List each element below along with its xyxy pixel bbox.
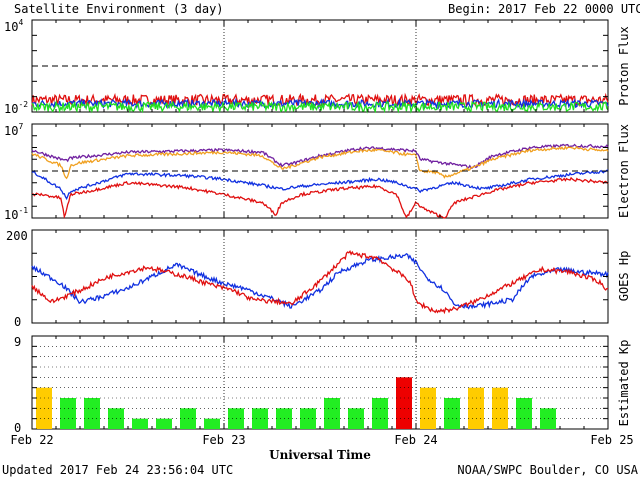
kp-bar [324, 398, 340, 429]
series-line-red [32, 176, 609, 220]
series-line-blue [31, 97, 609, 110]
hp-series-group [31, 250, 609, 315]
proton-flux-panel: 104 10-2 Proton Flux [4, 18, 631, 116]
kp-bar [84, 398, 100, 429]
series-line-blue [31, 169, 609, 201]
proton-ytick-top: 104 [4, 18, 23, 34]
electron-ytick-top: 107 [4, 122, 23, 138]
hp-ylabel: GOES Hp [617, 251, 631, 302]
begin-value: 2017 Feb 22 0000 UTC [498, 2, 640, 16]
proton-series-group [31, 92, 609, 114]
kp-bar [444, 398, 460, 429]
kp-panel: 9 0 Estimated Kp [14, 335, 631, 435]
kp-bars-group [36, 377, 556, 429]
kp-bar [60, 398, 76, 429]
kp-ylabel: Estimated Kp [617, 340, 631, 427]
kp-bar [396, 377, 412, 429]
xtick-feb24: Feb 24 [394, 433, 437, 447]
proton-ytick-bottom: 10-2 [4, 100, 28, 116]
figure-title: Satellite Environment (3 day) [14, 2, 224, 16]
series-line-red [31, 250, 609, 315]
kp-bar [204, 418, 220, 429]
xtick-feb23: Feb 23 [202, 433, 245, 447]
credit-text: NOAA/SWPC Boulder, CO USA [457, 463, 638, 477]
kp-bar [372, 398, 388, 429]
kp-bar [516, 398, 532, 429]
hp-ytick-bottom: 0 [14, 315, 21, 329]
updated-timestamp: Updated 2017 Feb 24 23:56:04 UTC [2, 463, 233, 477]
proton-grid-group [31, 19, 609, 113]
series-line-orange [31, 145, 609, 180]
hp-grid-group [31, 229, 609, 324]
proton-ylabel: Proton Flux [617, 26, 631, 105]
electron-series-group [31, 143, 609, 220]
electron-ylabel: Electron Flux [617, 124, 631, 218]
electron-panel-frame [31, 123, 609, 219]
xtick-feb22: Feb 22 [10, 433, 53, 447]
goes-hp-panel: 200 0 GOES Hp [6, 229, 631, 329]
kp-bar [156, 418, 172, 429]
x-axis-title: Universal Time [269, 448, 371, 462]
electron-grid-group [31, 123, 609, 219]
proton-panel-frame [31, 19, 609, 113]
electron-ytick-bottom: 10-1 [4, 206, 28, 222]
electron-flux-panel: 107 10-1 Electron Flux [4, 122, 631, 222]
series-line-blue [31, 253, 609, 310]
kp-ytick-bottom: 0 [14, 421, 21, 435]
begin-label: Begin: [448, 2, 491, 16]
hp-ytick-top: 200 [6, 229, 28, 243]
kp-bar [132, 418, 148, 429]
kp-ytick-top: 9 [14, 335, 21, 349]
xtick-feb25: Feb 25 [590, 433, 633, 447]
kp-grid-group [31, 335, 609, 430]
